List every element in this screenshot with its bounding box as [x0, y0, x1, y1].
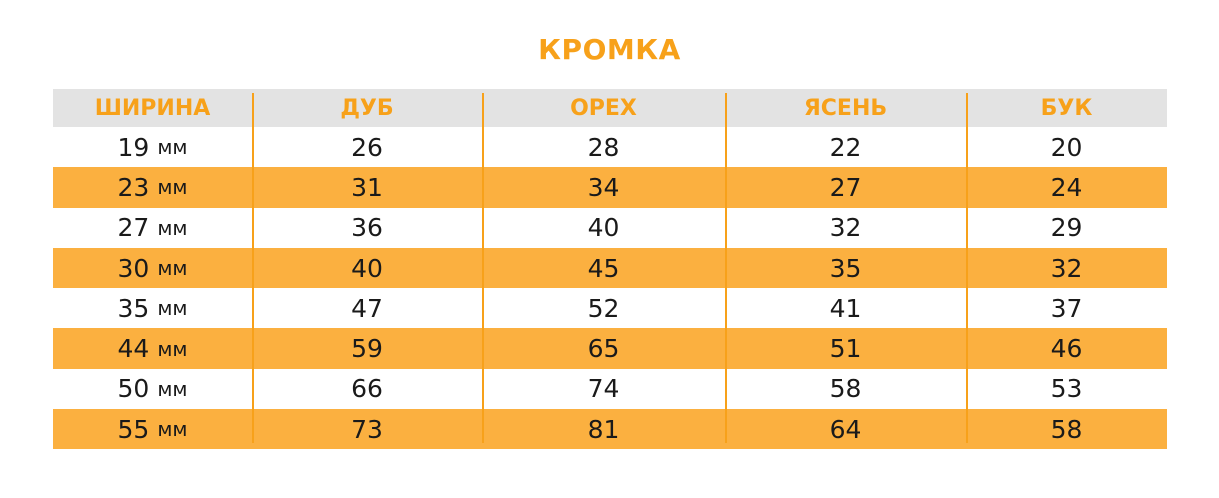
header-oak: ДУБ — [340, 95, 394, 121]
cell-oak: 40 — [351, 253, 383, 283]
cell-beech: 20 — [1050, 132, 1083, 162]
cell-walnut: 52 — [587, 293, 620, 323]
table-row: 30 мм 40 45 35 32 — [53, 247, 1167, 289]
width-unit: мм — [157, 296, 188, 321]
width-value: 35 — [117, 293, 150, 323]
cell-oak: 36 — [351, 213, 383, 243]
cell-width: 35 мм — [53, 288, 252, 328]
column-divider — [482, 93, 484, 443]
width-unit: мм — [157, 336, 188, 361]
cell-width: 30 мм — [53, 248, 252, 288]
cell-walnut: 45 — [587, 253, 620, 283]
cell-beech: 32 — [1050, 253, 1083, 283]
width-unit: мм — [157, 135, 188, 160]
header-ash: ЯСЕНЬ — [803, 95, 888, 121]
table-title: КРОМКА — [538, 33, 681, 66]
cell-oak: 66 — [351, 374, 383, 404]
cell-width: 23 мм — [53, 167, 252, 207]
header-width: ШИРИНА — [94, 95, 211, 121]
header-walnut: ОРЕХ — [570, 95, 637, 121]
cell-walnut: 81 — [587, 414, 620, 444]
cell-ash: 22 — [829, 132, 862, 162]
table-row: 35 мм 47 52 41 37 — [53, 288, 1167, 328]
cell-oak: 59 — [351, 334, 383, 364]
column-divider — [966, 93, 968, 443]
cell-ash: 41 — [829, 293, 862, 323]
cell-beech: 53 — [1050, 374, 1083, 404]
cell-beech: 29 — [1050, 213, 1083, 243]
width-value: 30 — [117, 253, 150, 283]
width-value: 23 — [117, 172, 150, 202]
column-divider — [725, 93, 727, 443]
cell-beech: 24 — [1050, 172, 1083, 202]
cell-width: 50 мм — [53, 369, 252, 409]
size-table: ШИРИНА ДУБ ОРЕХ ЯСЕНЬ БУК 19 мм 26 28 22 20 23… — [53, 89, 1167, 450]
table-row: 19 мм 26 28 22 20 — [53, 127, 1167, 167]
cell-width: 19 мм — [53, 127, 252, 167]
cell-beech: 37 — [1050, 293, 1083, 323]
cell-width: 44 мм — [53, 328, 252, 368]
table-row: 50 мм 66 74 58 53 — [53, 369, 1167, 409]
cell-ash: 51 — [829, 334, 862, 364]
width-unit: мм — [157, 256, 188, 281]
width-value: 50 — [117, 374, 150, 404]
cell-ash: 58 — [829, 374, 862, 404]
width-unit: мм — [157, 215, 188, 240]
cell-ash: 32 — [829, 213, 862, 243]
cell-ash: 35 — [829, 253, 862, 283]
cell-beech: 58 — [1050, 414, 1083, 444]
table-row: 27 мм 36 40 32 29 — [53, 208, 1167, 248]
cell-oak: 73 — [351, 414, 383, 444]
table-row: 44 мм 59 65 51 46 — [53, 328, 1167, 369]
table-body: 19 мм 26 28 22 20 23 мм 31 34 27 24 27 мм 36 40 32 29 30 мм… — [53, 127, 1167, 450]
cell-oak: 47 — [351, 293, 383, 323]
table-row: 23 мм 31 34 27 24 — [53, 167, 1167, 208]
table-header-row: ШИРИНА ДУБ ОРЕХ ЯСЕНЬ БУК — [53, 89, 1167, 127]
cell-beech: 46 — [1050, 334, 1083, 364]
table-row: 55 мм 73 81 64 58 — [53, 409, 1167, 450]
width-unit: мм — [157, 376, 188, 401]
width-value: 27 — [117, 213, 150, 243]
width-value: 19 — [117, 132, 150, 162]
width-unit: мм — [157, 417, 188, 442]
cell-width: 27 мм — [53, 208, 252, 248]
cell-width: 55 мм — [53, 409, 252, 449]
header-beech: БУК — [1040, 95, 1093, 121]
width-unit: мм — [157, 175, 188, 200]
cell-ash: 64 — [829, 414, 862, 444]
cell-oak: 26 — [351, 132, 383, 162]
cell-ash: 27 — [829, 172, 862, 202]
cell-walnut: 74 — [587, 374, 620, 404]
width-value: 55 — [117, 414, 150, 444]
cell-walnut: 40 — [587, 213, 620, 243]
width-value: 44 — [117, 334, 150, 364]
cell-walnut: 34 — [587, 172, 620, 202]
cell-walnut: 65 — [587, 334, 620, 364]
cell-oak: 31 — [351, 172, 383, 202]
column-divider — [252, 93, 254, 443]
cell-walnut: 28 — [587, 132, 620, 162]
